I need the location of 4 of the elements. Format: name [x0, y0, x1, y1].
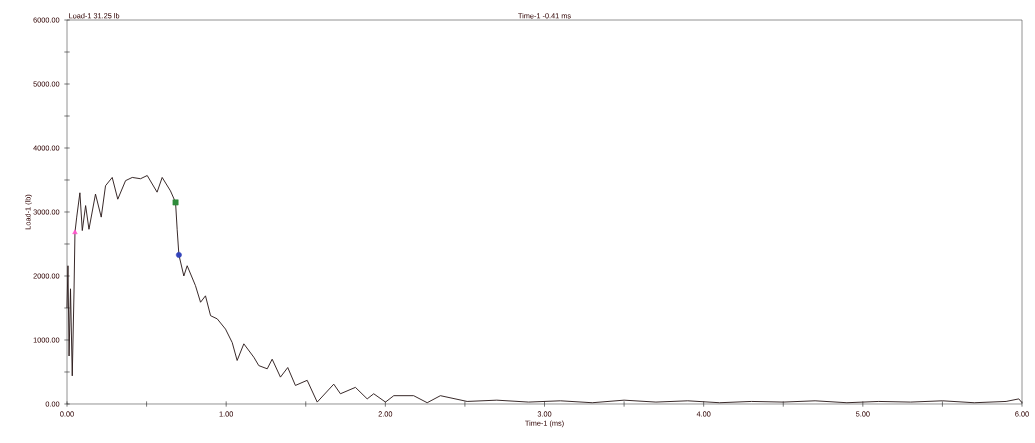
line-series	[66, 175, 1023, 404]
point	[175, 251, 182, 258]
point	[172, 199, 179, 206]
point	[72, 229, 78, 235]
